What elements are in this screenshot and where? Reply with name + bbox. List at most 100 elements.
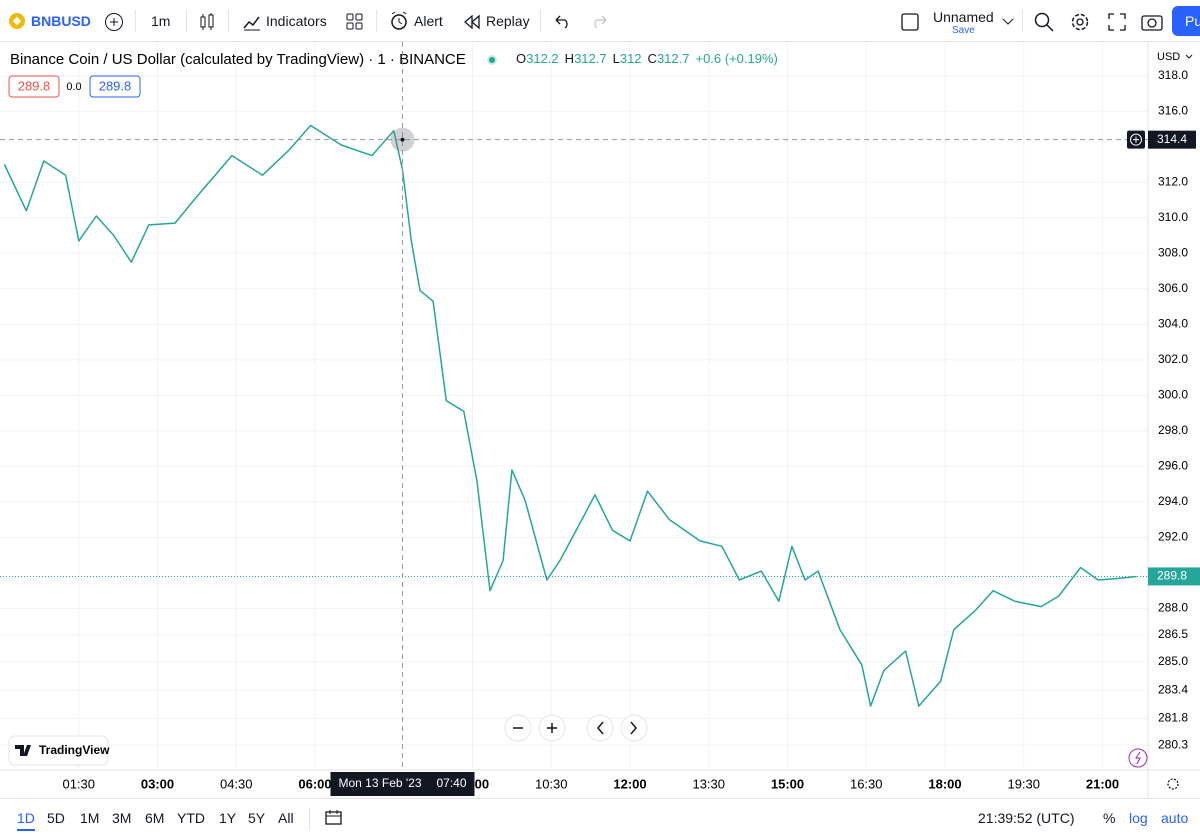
x-tick-label: 18:00 — [928, 776, 961, 791]
range-button[interactable]: 5Y — [248, 810, 266, 826]
y-tick-label: 283.4 — [1158, 682, 1188, 696]
undo[interactable] — [554, 14, 572, 28]
bid: 289.8 — [18, 78, 51, 93]
snapshot[interactable] — [1141, 12, 1163, 32]
bid-box — [8, 75, 60, 98]
layout-name[interactable]: Unnamed — [933, 9, 994, 25]
x-tick-label: 01:30 — [62, 776, 95, 791]
x-tick-label: 19:30 — [1007, 776, 1040, 791]
indicators[interactable]: Indicators — [266, 13, 327, 29]
range-button[interactable]: All — [278, 810, 294, 826]
range-button[interactable]: 1Y — [219, 810, 237, 826]
last-price-box — [1148, 567, 1200, 586]
publish-button[interactable] — [1172, 6, 1200, 36]
x-tick-label: 04:30 — [220, 776, 253, 791]
chart-type[interactable] — [198, 12, 216, 32]
alert-icon — [391, 11, 407, 30]
redo[interactable] — [590, 14, 608, 28]
last-price: 289.8 — [1157, 569, 1187, 583]
x-tick-label: 13:30 — [692, 776, 725, 791]
crosshair-time-box — [330, 772, 475, 796]
ohlc-change: +0.6 (+0.19%) — [695, 51, 777, 66]
ask-box — [89, 75, 141, 98]
y-tick-label: 280.3 — [1158, 737, 1188, 751]
range-button[interactable]: 3M — [112, 810, 132, 826]
y-tick-label: 298.0 — [1158, 423, 1188, 437]
crosshair-price-box — [1148, 130, 1196, 149]
fullscreen[interactable] — [1108, 13, 1126, 31]
x-tick-label: 21:00 — [1086, 776, 1119, 791]
x-tick-label: 15:00 — [771, 776, 804, 791]
chart-title: Binance Coin / US Dollar (calculated by … — [10, 51, 466, 68]
publish[interactable]: Pu — [1185, 13, 1200, 29]
range-button[interactable]: 5D — [47, 810, 65, 826]
layout-icon — [901, 13, 919, 31]
y-tick-label: 310.0 — [1158, 210, 1188, 224]
price-line — [3, 124, 1137, 707]
layout-menu[interactable] — [1002, 18, 1014, 26]
crosshair-time: 07:40 — [436, 776, 466, 790]
symbol[interactable]: BNBUSD — [31, 13, 91, 29]
crosshair-add-plus — [1133, 136, 1139, 143]
currency-menu[interactable] — [1185, 54, 1193, 59]
y-tick-label: 312.0 — [1158, 174, 1188, 188]
coin-icon — [9, 13, 25, 29]
watermark-box — [8, 735, 109, 766]
templates[interactable] — [346, 13, 364, 31]
scroll-left[interactable] — [586, 714, 614, 742]
replay-icon — [464, 14, 480, 30]
scroll-left-icon — [597, 721, 604, 735]
ohlc-label: O — [516, 51, 526, 66]
currency[interactable]: USD — [1157, 51, 1180, 63]
range-button[interactable]: 6M — [145, 810, 165, 826]
range-button[interactable]: 1D — [17, 810, 35, 831]
y-tick-label: 304.0 — [1158, 316, 1188, 330]
x-tick-label: 16:30 — [850, 776, 883, 791]
toolbar: BNBUSD 1m Indicators Alert Replay Unname… — [0, 0, 1200, 42]
alert[interactable]: Alert — [414, 13, 443, 29]
crosshair-price: 314.4 — [1157, 132, 1187, 146]
scroll-right[interactable] — [620, 714, 648, 742]
range-button[interactable]: 1M — [80, 810, 100, 826]
y-tick-label: 294.0 — [1158, 494, 1188, 508]
indicators-icon — [243, 16, 260, 31]
crosshair-center — [400, 137, 405, 142]
ohlc-value: 312.2 — [526, 51, 559, 66]
y-tick-label: 300.0 — [1158, 388, 1188, 402]
range-button[interactable]: YTD — [177, 810, 205, 826]
scroll-right-icon — [630, 721, 637, 735]
x-tick-label: 10:30 — [535, 776, 568, 791]
ohlc-label: H — [565, 51, 574, 66]
y-tick-label: 308.0 — [1158, 245, 1188, 259]
y-tick-label: 306.0 — [1158, 281, 1188, 295]
axis-settings[interactable] — [1167, 778, 1179, 790]
x-tick-label: 03:00 — [141, 776, 174, 791]
date-range[interactable] — [325, 810, 343, 826]
x-tick-label: 12:00 — [613, 776, 646, 791]
interval[interactable]: 1m — [151, 13, 171, 29]
scale-option[interactable]: auto — [1161, 810, 1189, 826]
y-tick-label: 292.0 — [1158, 530, 1188, 544]
y-tick-label: 316.0 — [1158, 103, 1188, 117]
chart: Binance Coin / US Dollar (calculated by … — [0, 42, 1200, 798]
y-tick-label: 285.0 — [1158, 654, 1188, 668]
y-tick-label: 286.5 — [1158, 627, 1188, 641]
scale-option[interactable]: % — [1103, 810, 1116, 826]
ask: 289.8 — [99, 78, 132, 93]
clock[interactable]: 21:39:52 (UTC) — [978, 810, 1075, 826]
crosshair-add — [1130, 133, 1142, 146]
y-tick-label: 296.0 — [1158, 459, 1188, 473]
ohlc: O312.2 H312.7 L312 C312.7 +0.6 (+0.19%) — [516, 51, 778, 66]
status-dot — [489, 57, 495, 63]
x-tick-label: 06:00 — [298, 776, 331, 791]
search[interactable] — [1034, 12, 1054, 32]
bottom-bar: 1D 5D 1M 3M 6M YTD 1Y 5Y All 21:39:52 (UTC)% log au… — [0, 798, 1200, 837]
scale-option[interactable]: log — [1129, 810, 1148, 826]
replay[interactable]: Replay — [486, 13, 530, 29]
watermark-logo — [15, 745, 31, 756]
layout-save[interactable]: Save — [952, 25, 975, 36]
add-symbol[interactable] — [104, 12, 124, 32]
ohlc-value: 312 — [620, 51, 642, 66]
settings[interactable] — [1070, 12, 1090, 32]
